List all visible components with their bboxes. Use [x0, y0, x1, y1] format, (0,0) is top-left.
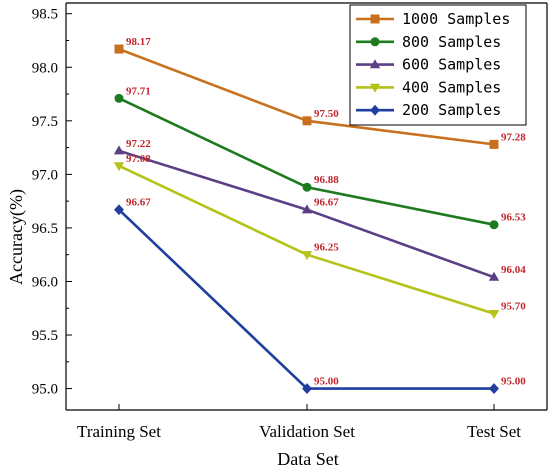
data-point — [302, 182, 312, 192]
data-point — [114, 44, 124, 54]
legend-marker — [370, 14, 380, 24]
data-label: 96.88 — [314, 174, 339, 186]
data-label: 95.00 — [501, 376, 526, 388]
y-axis-title: Accuracy(%) — [6, 189, 27, 285]
data-label: 97.22 — [126, 138, 151, 150]
series-200-samples — [114, 204, 499, 394]
legend-item: 200 Samples — [356, 101, 501, 119]
data-label: 97.50 — [314, 108, 339, 120]
legend-item: 600 Samples — [356, 56, 501, 74]
data-point — [113, 145, 125, 155]
y-tick-label: 98.5 — [32, 7, 58, 23]
data-label: 97.08 — [126, 153, 151, 165]
series-1000-samples — [114, 44, 499, 149]
data-label: 96.04 — [501, 264, 526, 276]
data-label: 96.67 — [126, 197, 151, 209]
legend-label: 600 Samples — [402, 56, 501, 74]
legend-label: 1000 Samples — [402, 10, 510, 28]
series-group — [113, 44, 500, 394]
y-tick-label: 96.0 — [32, 274, 58, 290]
legend-item: 400 Samples — [356, 78, 501, 96]
x-tick-label: Validation Set — [259, 422, 355, 441]
x-tick-label: Test Set — [467, 422, 521, 441]
axes: 95.0 95.5 96.0 96.5 97.0 97.5 98.0 98.5 Training… — [32, 2, 548, 441]
data-point — [302, 383, 312, 394]
x-tick-label: Training Set — [77, 422, 161, 441]
y-tick-label: 95.5 — [32, 328, 58, 344]
legend-label: 200 Samples — [402, 101, 501, 119]
data-point — [301, 251, 313, 261]
legend-label: 400 Samples — [402, 78, 501, 96]
x-axis-title: Data Set — [277, 449, 338, 469]
y-tick-label: 98.0 — [32, 60, 58, 76]
data-point — [114, 93, 124, 103]
data-label: 95.70 — [501, 301, 526, 313]
data-label: 96.67 — [314, 197, 339, 209]
y-tick-label: 96.5 — [32, 221, 58, 237]
data-label: 96.53 — [501, 212, 526, 224]
series-400-samples — [113, 162, 500, 320]
legend-marker — [370, 104, 380, 116]
data-point — [489, 220, 499, 230]
data-label: 97.28 — [501, 131, 526, 143]
legend: 1000 Samples 800 Samples 600 Samples 400 Sa… — [349, 4, 527, 126]
y-tick-label: 97.0 — [32, 167, 58, 183]
legend-marker — [370, 37, 380, 47]
legend-item: 1000 Samples — [356, 10, 510, 28]
data-point — [488, 310, 500, 320]
legend-marker — [369, 83, 381, 93]
data-labels: 98.17 97.50 97.28 97.71 96.88 96.53 97.22 96.67… — [126, 36, 526, 388]
data-point — [489, 139, 499, 149]
data-point — [488, 271, 500, 281]
data-point — [301, 204, 313, 214]
y-tick-label: 95.0 — [32, 382, 58, 398]
data-point — [114, 204, 124, 216]
legend-item: 800 Samples — [356, 33, 501, 51]
series-600-samples — [113, 145, 500, 281]
legend-marker — [369, 59, 381, 69]
data-point — [489, 383, 499, 394]
data-point — [302, 116, 312, 126]
legend-label: 800 Samples — [402, 33, 501, 51]
data-label: 96.25 — [314, 242, 339, 254]
data-label: 97.71 — [126, 85, 151, 97]
y-tick-label: 97.5 — [32, 114, 58, 130]
data-label: 95.00 — [314, 376, 339, 388]
data-point — [113, 162, 125, 172]
data-label: 98.17 — [126, 36, 151, 48]
series-line — [118, 208, 494, 390]
series-800-samples — [114, 93, 499, 230]
